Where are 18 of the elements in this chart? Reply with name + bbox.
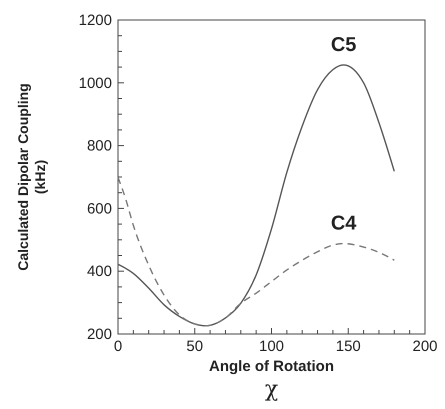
x-tick-label: 50: [186, 338, 204, 355]
x-tick-label: 200: [412, 338, 438, 355]
y-axis-title: Calculated Dipolar Coupling (kHz): [15, 83, 48, 271]
line-series: [117, 176, 395, 327]
x-tick-label: 0: [114, 338, 122, 355]
y-tick-label: 800: [86, 138, 112, 155]
series-label: C5: [330, 34, 356, 56]
y-tick-label: 1200: [78, 12, 112, 29]
y-tick-label: 1000: [78, 74, 112, 92]
text: χ: [264, 377, 278, 402]
line-series: [117, 64, 395, 327]
y-tick-label: 400: [86, 263, 112, 280]
y-tick-label: 200: [86, 326, 112, 343]
y-tick-label: 600: [86, 200, 112, 218]
x-axis-title: Angle of Rotation: [209, 358, 334, 375]
series-label: C4: [330, 212, 358, 235]
x-tick-label: 150: [336, 338, 361, 355]
x-tick-label: 100: [258, 338, 284, 355]
